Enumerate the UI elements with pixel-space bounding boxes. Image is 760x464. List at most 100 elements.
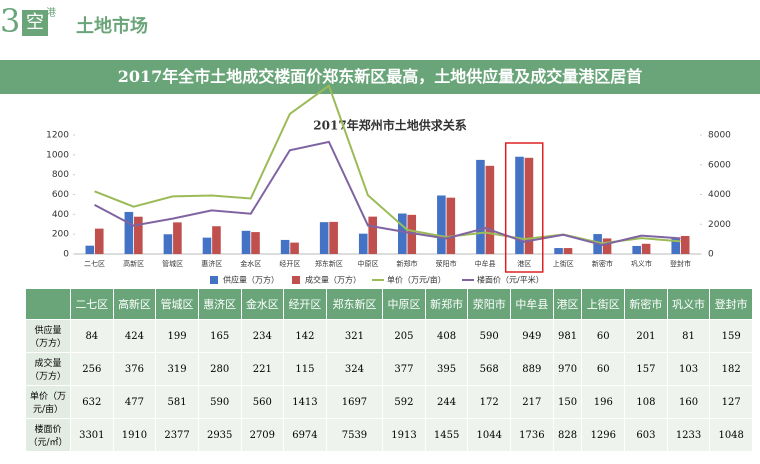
table-cell: 84 bbox=[70, 319, 114, 353]
y-tick-label: 200 bbox=[52, 230, 69, 240]
x-tick-label: 新密市 bbox=[592, 259, 613, 268]
table-cell: 477 bbox=[112, 385, 157, 419]
highlight bbox=[504, 142, 544, 273]
bar bbox=[134, 216, 143, 254]
y-tick-label: 400 bbox=[52, 210, 69, 220]
x-tick-label: 上街区 bbox=[553, 259, 574, 268]
x-tick-label: 管城区 bbox=[162, 259, 183, 268]
corner-cell bbox=[25, 288, 71, 320]
table-cell: 889 bbox=[510, 352, 554, 386]
x-tick-label: 登封市 bbox=[670, 259, 691, 268]
section-title: 土地市场 bbox=[76, 16, 148, 37]
bar bbox=[602, 238, 612, 254]
bar bbox=[173, 222, 182, 254]
table-cell: 1697 bbox=[325, 385, 384, 419]
table-cell: 256 bbox=[70, 352, 114, 386]
header-cell: 高新区 bbox=[112, 288, 157, 320]
logo-number: 3 bbox=[0, 2, 21, 40]
x-tick-label: 惠济区 bbox=[201, 259, 222, 268]
chart: 2017年郑州市土地供求关系 0 200 400 600 800 1000 1200 0 200… bbox=[46, 84, 731, 285]
table-cell: 603 bbox=[624, 418, 668, 452]
header-cell: 惠济区 bbox=[197, 288, 242, 320]
bar bbox=[437, 195, 446, 254]
bar bbox=[446, 197, 456, 254]
table-cell: 201 bbox=[624, 319, 668, 353]
x-tick-label: 中原区 bbox=[357, 259, 378, 268]
legend-label: 成交量（万方） bbox=[305, 275, 361, 285]
y2-tick-label: 6000 bbox=[708, 160, 731, 170]
table-cell: 970 bbox=[552, 352, 583, 386]
bar bbox=[94, 228, 104, 254]
bar bbox=[251, 232, 260, 254]
table-row: 单价（万元/亩） 632 477 581 590 560 1413 1697 592 244 172… bbox=[25, 385, 753, 419]
bar bbox=[368, 216, 377, 254]
x-tick-label: 港区 bbox=[517, 259, 531, 268]
table-header-row: 二七区 高新区 管城区 惠济区 金水区 经开区 郑东新区 中原区 新郑市 荥阳市 中牟县 港区 上街区新… bbox=[25, 288, 753, 320]
table-cell: 157 bbox=[624, 352, 668, 386]
header-cell: 新郑市 bbox=[424, 288, 469, 320]
y2-tick-label: 0 bbox=[708, 250, 714, 260]
x-tick-label: 二七区 bbox=[84, 259, 105, 268]
bar bbox=[124, 211, 134, 254]
table-cell: 1233 bbox=[666, 418, 711, 452]
bar bbox=[554, 248, 563, 254]
table-cell: 324 bbox=[325, 352, 384, 386]
header-cell: 金水区 bbox=[240, 288, 285, 320]
table-cell: 568 bbox=[467, 352, 512, 386]
y2-tick-label: 8000 bbox=[708, 131, 731, 141]
header-cell: 港区 bbox=[552, 288, 583, 320]
table-cell: 3301 bbox=[70, 418, 114, 452]
table-cell: 217 bbox=[510, 385, 554, 419]
legend-label: 单价（万元/亩） bbox=[387, 275, 446, 285]
table-cell: 1455 bbox=[424, 418, 469, 452]
table-cell: 949 bbox=[510, 319, 554, 353]
table-cell: 60 bbox=[581, 319, 626, 353]
bar bbox=[319, 222, 329, 254]
x-tick-label: 郑东新区 bbox=[315, 259, 343, 268]
table-cell: 1296 bbox=[581, 418, 626, 452]
bar bbox=[241, 230, 251, 254]
logo-sup: 港 bbox=[46, 8, 56, 19]
bar bbox=[407, 214, 417, 254]
header-cell: 管城区 bbox=[155, 288, 199, 320]
legend-label: 供应量（万方） bbox=[223, 275, 279, 285]
table-cell: 165 bbox=[197, 319, 242, 353]
table-cell: 182 bbox=[709, 352, 753, 386]
table-cell: 590 bbox=[467, 319, 512, 353]
bar bbox=[641, 243, 651, 254]
table-row: 成交量（万方） 256 376 319 280 221 115 324 377 395 568 889… bbox=[25, 352, 753, 386]
table-cell: 590 bbox=[197, 385, 242, 419]
bar bbox=[329, 221, 338, 254]
line bbox=[94, 84, 681, 245]
table-cell: 150 bbox=[552, 385, 583, 419]
table-cell: 581 bbox=[155, 385, 199, 419]
table-cell: 408 bbox=[424, 319, 469, 353]
bar bbox=[85, 245, 95, 254]
table-cell: 234 bbox=[240, 319, 285, 353]
x-tick-label: 经开区 bbox=[279, 259, 300, 268]
y-tick-label: 0 bbox=[63, 250, 69, 260]
table-cell: 1044 bbox=[467, 418, 512, 452]
header-cell: 上街区 bbox=[581, 288, 626, 320]
table-cell: 321 bbox=[325, 319, 384, 353]
header-cell: 郑东新区 bbox=[325, 288, 384, 320]
table-cell: 205 bbox=[382, 319, 426, 353]
bar bbox=[290, 242, 299, 254]
legend-label: 楼面价（元/平米） bbox=[477, 275, 544, 285]
y-tick-label: 1000 bbox=[46, 150, 69, 160]
bar bbox=[476, 159, 485, 254]
table-cell: 199 bbox=[155, 319, 199, 353]
banner: 2017年全市土地成交楼面价郑东新区最高，土地供应量及成交量港区居首 bbox=[0, 60, 760, 94]
table-cell: 2709 bbox=[240, 418, 285, 452]
table-row: 楼面价（元/㎡） 3301 1910 2377 2935 2709 6974 7539 1913… bbox=[25, 418, 753, 452]
bar bbox=[358, 233, 368, 254]
bar bbox=[563, 248, 573, 254]
bar bbox=[515, 156, 524, 254]
table-cell: 1910 bbox=[112, 418, 157, 452]
header-cell: 二七区 bbox=[70, 288, 114, 320]
x-tick-label: 新郑市 bbox=[397, 259, 418, 268]
table-cell: 2377 bbox=[155, 418, 199, 452]
table-cell: 127 bbox=[709, 385, 753, 419]
bar bbox=[632, 245, 641, 254]
